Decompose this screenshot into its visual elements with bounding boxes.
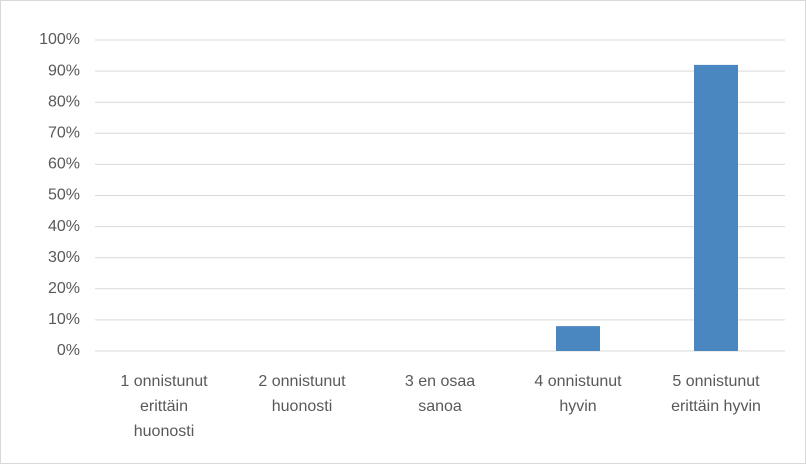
y-tick-label: 70% <box>48 125 80 142</box>
y-tick-label: 80% <box>48 93 80 110</box>
y-tick-label: 100% <box>39 31 80 48</box>
bar <box>694 64 738 351</box>
y-tick-label: 0% <box>57 342 80 359</box>
x-tick-label: 5 onnistunut erittäin hyvin <box>671 373 761 415</box>
y-tick-label: 60% <box>48 156 80 173</box>
x-tick-label: 3 en osaa sanoa <box>405 373 475 415</box>
y-tick-label: 20% <box>48 280 80 297</box>
x-tick-label: 4 onnistunut hyvin <box>534 373 622 415</box>
x-tick-label: 1 onnistunut erittäin huonosti <box>120 373 208 440</box>
y-tick-label: 50% <box>48 187 80 204</box>
bar <box>556 326 600 351</box>
y-tick-label: 90% <box>48 62 80 79</box>
y-tick-label: 10% <box>48 311 80 328</box>
x-tick-label: 2 onnistunut huonosti <box>258 373 346 415</box>
y-tick-label: 40% <box>48 218 80 235</box>
y-tick-label: 30% <box>48 249 80 266</box>
